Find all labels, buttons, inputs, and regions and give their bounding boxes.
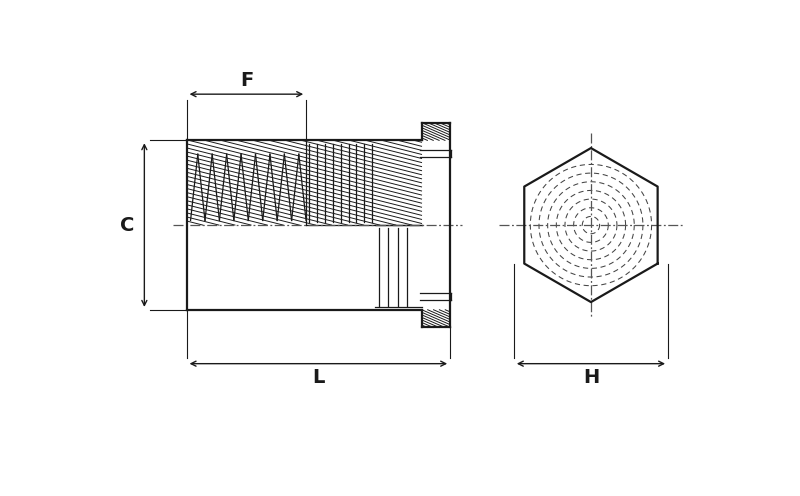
Text: C: C xyxy=(120,216,134,235)
Text: H: H xyxy=(583,368,599,387)
Text: L: L xyxy=(312,368,325,387)
Text: F: F xyxy=(240,71,253,90)
